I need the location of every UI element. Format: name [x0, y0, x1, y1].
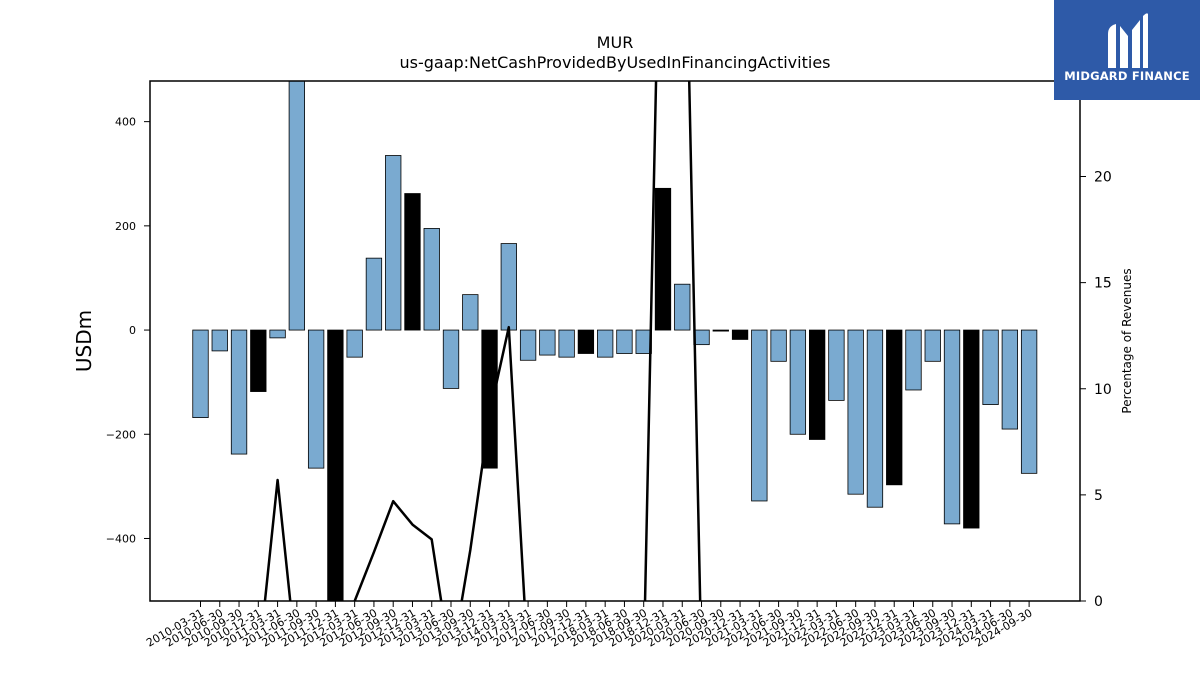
left-tick-label: −400	[106, 532, 136, 545]
bar-2022-03-31	[828, 329, 845, 401]
bar-2021-06-30	[770, 329, 787, 362]
chart-subtitle: us-gaap:NetCashProvidedByUsedInFinancing…	[399, 53, 830, 72]
right-tick-label: 5	[1094, 488, 1103, 504]
percent-of-revenues-line	[263, 81, 702, 601]
right-tick-label: 0	[1094, 594, 1103, 610]
bar-2020-09-30	[712, 329, 729, 332]
plot-area	[192, 81, 1038, 601]
bar-2023-06-30	[924, 329, 941, 362]
bar-2011-12-31	[327, 329, 344, 601]
bar-2012-03-31	[346, 329, 363, 358]
right-tick-label: 15	[1094, 276, 1112, 292]
midgard-finance-logo: MIDGARD FINANCE	[1054, 0, 1200, 100]
bar-2018-12-31	[654, 187, 672, 331]
right-tick-label: 10	[1094, 382, 1112, 398]
bar-2013-03-31	[423, 228, 440, 331]
bar-2013-06-30	[442, 329, 460, 389]
bar-2020-12-31	[731, 329, 749, 340]
bar-2017-09-30	[558, 329, 575, 358]
chart-title: MUR	[597, 33, 634, 52]
bar-2011-03-31	[269, 329, 286, 339]
bar-2021-12-31	[808, 329, 826, 440]
bar-2022-06-30	[847, 329, 864, 495]
bar-2011-06-30	[288, 81, 306, 331]
bar-2010-09-30	[230, 329, 248, 455]
left-tick-label: 400	[115, 116, 136, 129]
right-axis-label: Percentage of Revenues	[1120, 268, 1134, 413]
bar-2014-03-31	[500, 243, 517, 331]
left-tick-label: 200	[115, 220, 136, 233]
bar-2024-09-30	[1020, 329, 1038, 474]
bar-2021-03-31	[751, 329, 768, 502]
bar-2018-06-30	[616, 329, 633, 354]
bar-2020-03-31	[674, 283, 691, 331]
x-axis: 2010-03-312010-06-302010-09-302010-12-31…	[144, 601, 1035, 650]
bar-2017-03-31	[519, 329, 537, 361]
bar-2020-06-30	[693, 329, 710, 346]
bar-2017-12-31	[577, 329, 595, 354]
logo-text: MIDGARD FINANCE	[1064, 69, 1190, 83]
bar-2023-09-30	[943, 329, 961, 525]
bar-2010-06-30	[211, 329, 228, 352]
bar-2022-09-30	[866, 329, 884, 508]
left-axis: −400 −200 0 200 400	[106, 116, 150, 545]
bar-2017-06-30	[539, 329, 556, 356]
bar-2023-12-31	[963, 329, 980, 529]
bar-2023-03-31	[905, 329, 922, 391]
left-tick-label: 0	[129, 324, 136, 337]
bar-2021-09-30	[789, 329, 807, 435]
bar-2024-06-30	[1001, 329, 1018, 430]
midgard-logo-icon	[1108, 13, 1148, 68]
bar-2018-03-31	[597, 329, 614, 358]
left-tick-label: −200	[106, 428, 136, 441]
right-tick-label: 20	[1094, 170, 1112, 186]
bar-2024-03-31	[982, 329, 999, 405]
bar-2010-12-31	[250, 329, 267, 392]
y-axis-label: USDm	[72, 310, 96, 372]
bar-2012-09-30	[385, 155, 402, 331]
bar-2012-12-31	[404, 193, 421, 331]
right-axis: 0 5 10 15 20	[1080, 170, 1112, 610]
bar-2011-09-30	[307, 329, 325, 469]
plot-frame	[149, 80, 1081, 602]
bar-2012-06-30	[365, 257, 383, 331]
bar-2010-03-31	[192, 329, 209, 418]
bar-2013-09-30	[462, 294, 479, 331]
bar-2022-12-31	[886, 329, 903, 486]
